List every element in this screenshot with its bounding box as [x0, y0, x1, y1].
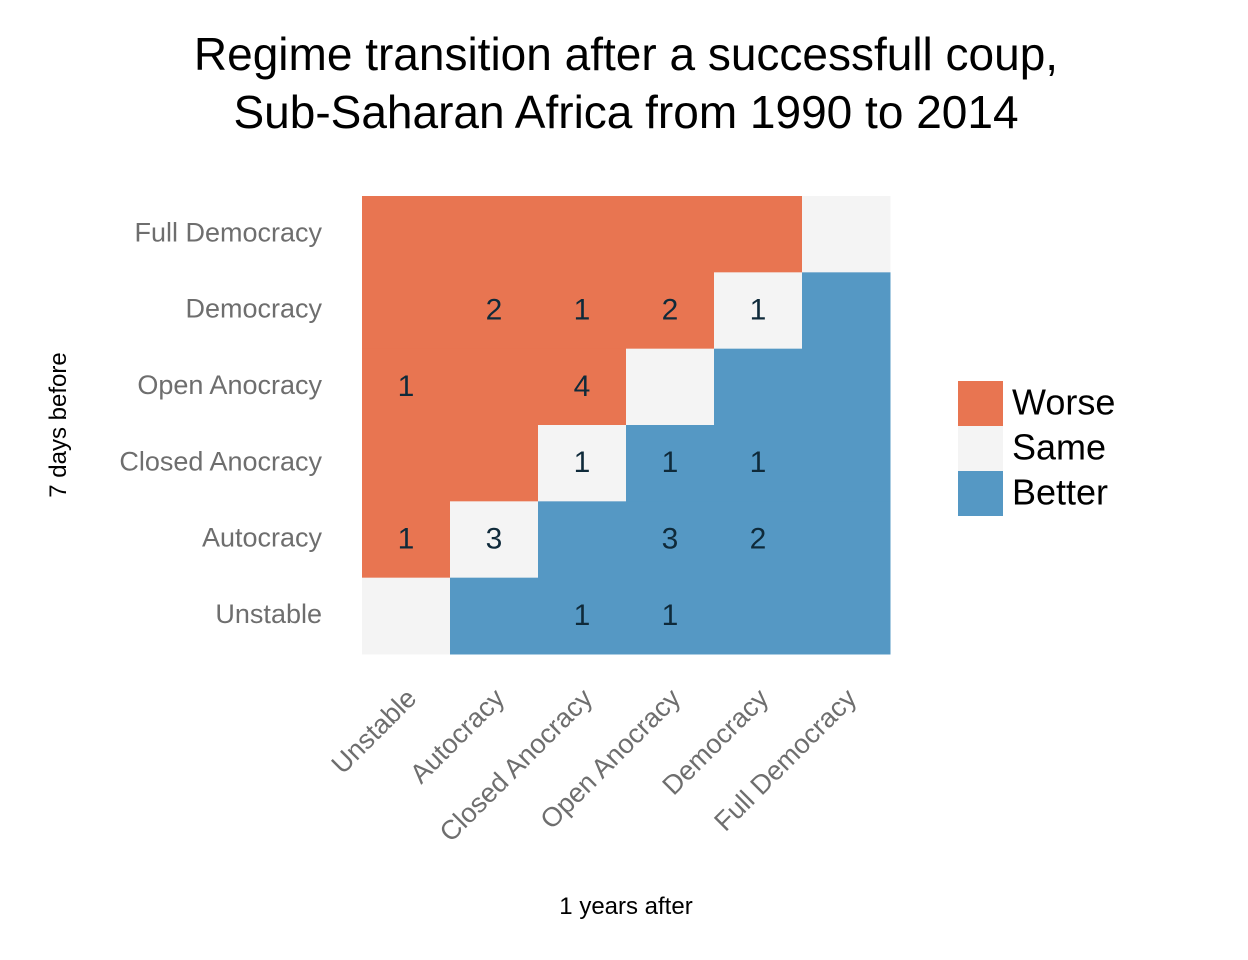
cell-value-label: 1: [662, 446, 679, 479]
heatmap-cell: [362, 425, 451, 502]
heatmap-cell: [802, 501, 891, 579]
cell-value-label: 1: [398, 370, 415, 403]
heatmap-cell: [362, 501, 451, 579]
cell-value-label: 1: [662, 599, 679, 632]
y-tick-label: Open Anocracy: [137, 370, 322, 400]
chart-title-line-2: Sub-Saharan Africa from 1990 to 2014: [233, 86, 1018, 138]
heatmap-cell: [714, 501, 803, 579]
heatmap-cells: 2 1 2 1 1 4 1 1 1 1 3 3 2 1 1: [362, 196, 891, 655]
cell-value-label: 1: [750, 293, 767, 326]
legend-label: Better: [1012, 472, 1108, 513]
legend-swatch: [958, 426, 1003, 471]
heatmap-cell: [362, 577, 451, 655]
cell-value-label: 3: [486, 522, 503, 555]
heatmap-cell: [362, 196, 451, 273]
heatmap-cell: [450, 425, 539, 502]
heatmap-cell: [802, 272, 891, 350]
heatmap-cell: [802, 577, 891, 655]
heatmap-cell: [802, 196, 891, 273]
chart-title-line-1: Regime transition after a successfull co…: [194, 28, 1058, 80]
heatmap-cell: [626, 272, 715, 350]
y-axis-title: 7 days before: [45, 352, 72, 497]
cell-value-label: 2: [662, 293, 679, 326]
y-tick-label: Full Democracy: [134, 217, 322, 247]
legend-swatch: [958, 381, 1003, 426]
heatmap-cell: [714, 196, 803, 273]
heatmap-cell: [362, 272, 451, 350]
heatmap-cell: [538, 501, 627, 579]
heatmap-cell: [626, 348, 715, 426]
cell-value-label: 1: [398, 522, 415, 555]
heatmap-cell: [450, 577, 539, 655]
heatmap-cell: [538, 425, 627, 502]
cell-value-label: 1: [574, 446, 591, 479]
heatmap-cell: [714, 272, 803, 350]
heatmap-cell: [450, 501, 539, 579]
legend-swatch: [958, 471, 1003, 516]
cell-value-label: 2: [486, 293, 503, 326]
legend-label: Same: [1012, 427, 1106, 468]
heatmap-cell: [450, 348, 539, 426]
x-axis-title: 1 years after: [559, 893, 692, 920]
heatmap-cell: [450, 196, 539, 273]
heatmap-cell: [450, 272, 539, 350]
heatmap-cell: [714, 348, 803, 426]
heatmap-cell: [626, 425, 715, 502]
legend-label: Worse: [1012, 382, 1115, 423]
heatmap-cell: [802, 425, 891, 502]
cell-value-label: 3: [662, 522, 679, 555]
heatmap-cell: [538, 348, 627, 426]
y-tick-label: Unstable: [215, 599, 322, 629]
heatmap-cell: [362, 348, 451, 426]
heatmap-cell: [626, 196, 715, 273]
heatmap-cell: [714, 425, 803, 502]
y-tick-label: Autocracy: [202, 523, 323, 553]
heatmap-cell: [626, 577, 715, 655]
heatmap-cell: [714, 577, 803, 655]
heatmap-cell: [538, 196, 627, 273]
y-tick-label: Closed Anocracy: [119, 446, 322, 476]
x-tick-label: Closed Anocracy: [434, 683, 599, 848]
cell-value-label: 4: [574, 370, 591, 403]
y-tick-label: Democracy: [185, 294, 322, 324]
heatmap-cell: [626, 501, 715, 579]
heatmap-cell: [538, 272, 627, 350]
cell-value-label: 1: [750, 446, 767, 479]
cell-value-label: 1: [574, 293, 591, 326]
heatmap-cell: [538, 577, 627, 655]
cell-value-label: 2: [750, 522, 767, 555]
heatmap-cell: [802, 348, 891, 426]
cell-value-label: 1: [574, 599, 591, 632]
